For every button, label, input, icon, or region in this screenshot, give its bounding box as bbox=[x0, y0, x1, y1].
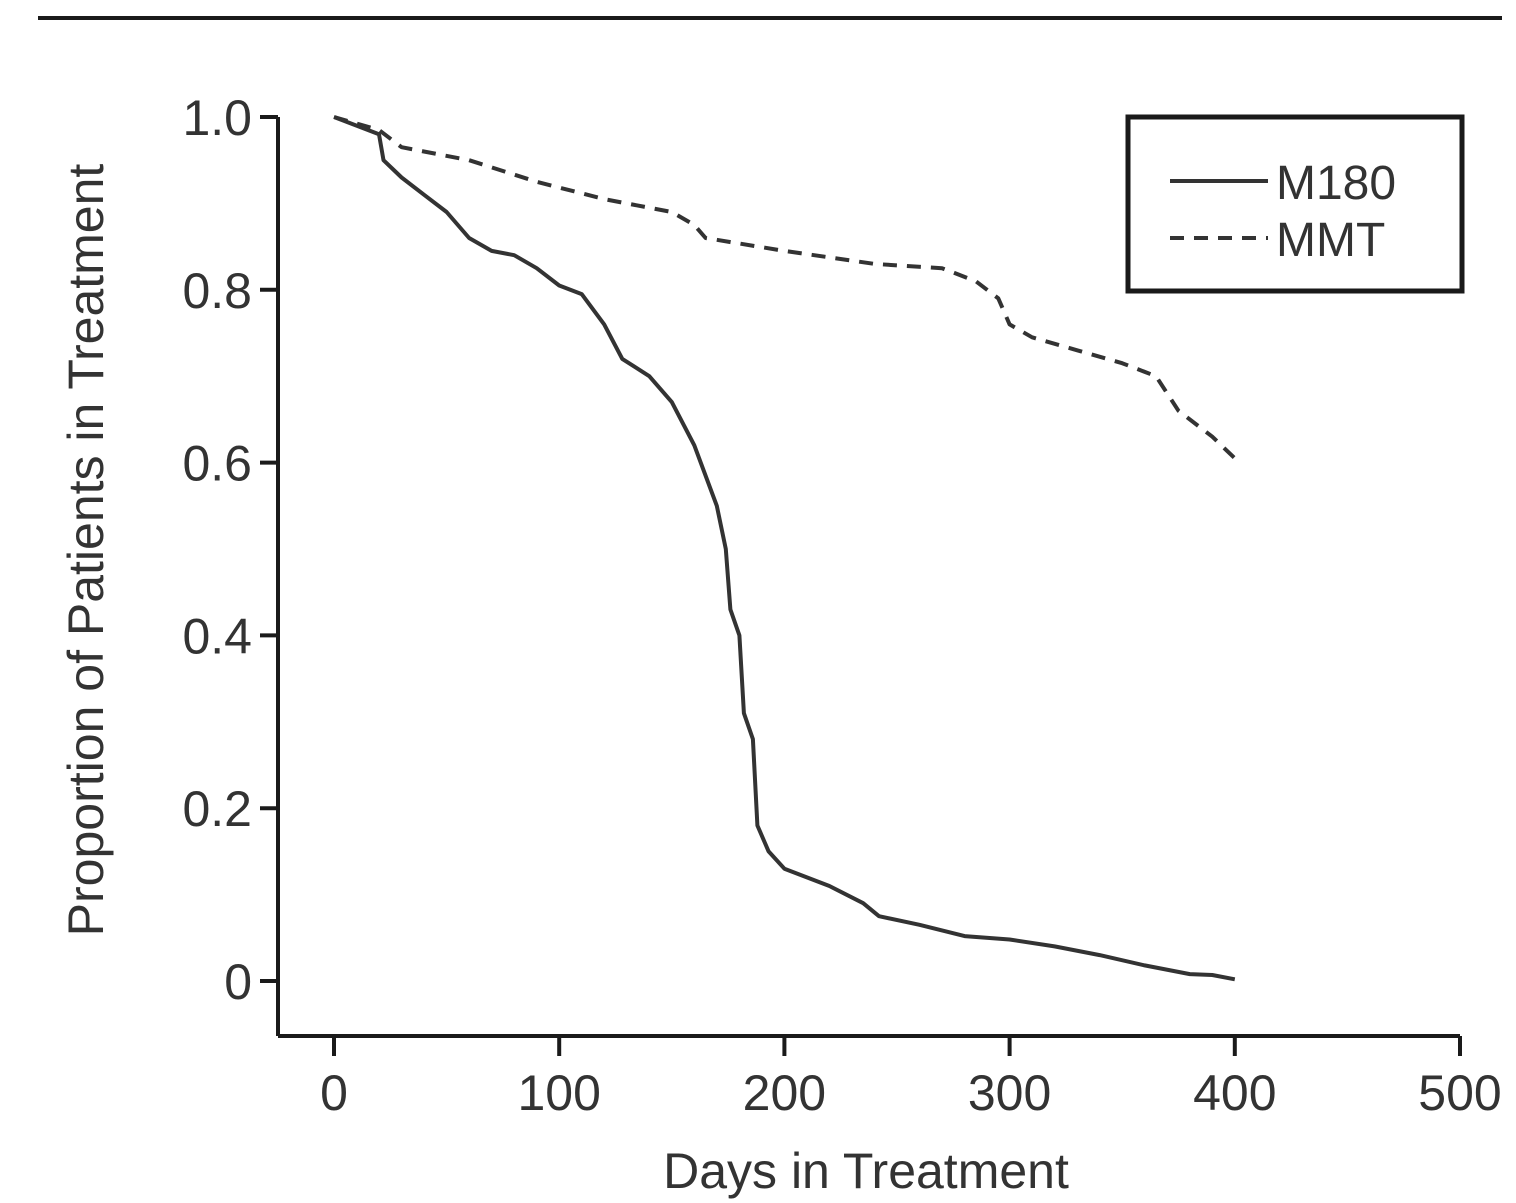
legend-label-mmt: MMT bbox=[1276, 214, 1385, 267]
y-tick-label: 0.2 bbox=[182, 781, 252, 837]
x-tick-label: 500 bbox=[1418, 1065, 1501, 1121]
legend: M180 MMT bbox=[1125, 114, 1465, 294]
legend-label-m180: M180 bbox=[1276, 157, 1396, 210]
x-tick-label: 0 bbox=[320, 1065, 348, 1121]
y-tick-label: 0.8 bbox=[182, 263, 252, 319]
series-line-mmt bbox=[333, 115, 1241, 465]
x-tick-label: 400 bbox=[1193, 1065, 1276, 1121]
x-tick-label: 300 bbox=[968, 1065, 1051, 1121]
series-line-m180 bbox=[333, 115, 1236, 982]
y-tick-label: 0.4 bbox=[182, 608, 252, 664]
legend-box bbox=[1125, 114, 1465, 294]
y-axis-title: Proportion of Patients in Treatment bbox=[58, 164, 114, 937]
x-axis-title: Days in Treatment bbox=[663, 1143, 1069, 1199]
y-ticks: 0 0.2 0.4 0.6 0.8 1.0 bbox=[182, 90, 278, 1010]
x-tick-label: 100 bbox=[517, 1065, 600, 1121]
y-tick-label: 0 bbox=[224, 954, 252, 1010]
y-tick-label: 0.6 bbox=[182, 436, 252, 492]
x-ticks: 0 100 200 300 400 500 bbox=[320, 1036, 1502, 1121]
x-tick-label: 200 bbox=[743, 1065, 826, 1121]
plot-series bbox=[333, 115, 1241, 982]
y-tick-label: 1.0 bbox=[182, 90, 252, 146]
